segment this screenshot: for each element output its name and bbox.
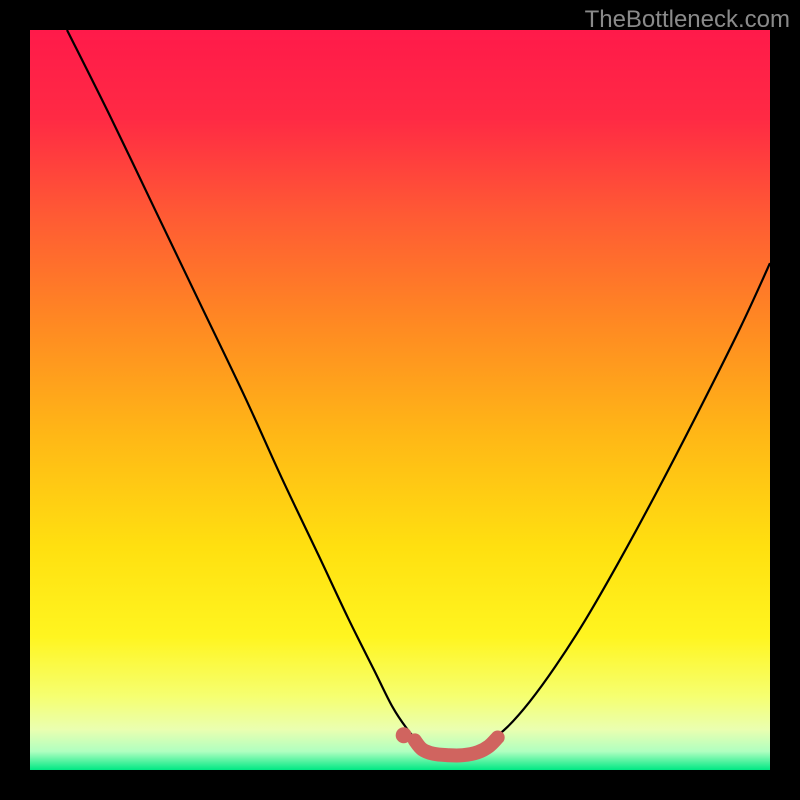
bottleneck-chart [30, 30, 770, 770]
gradient-background [30, 30, 770, 770]
watermark-text: TheBottleneck.com [585, 6, 790, 34]
plot-area [30, 30, 770, 770]
